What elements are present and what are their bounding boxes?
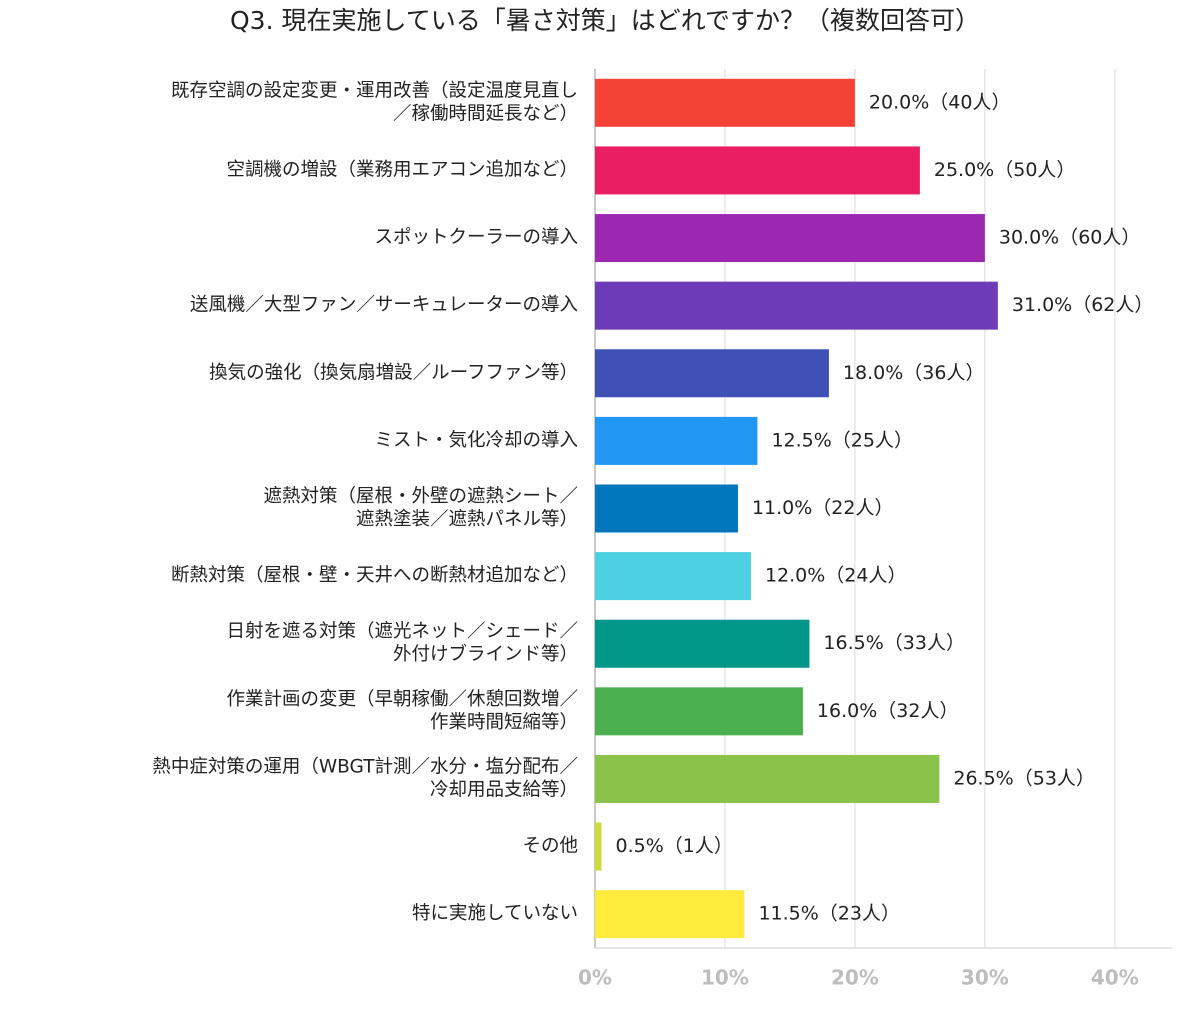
- value-label: 0.5%（1人）: [615, 835, 732, 857]
- y-tick-label: 特に実施していない: [412, 903, 578, 924]
- value-label: 11.5%（23人）: [758, 903, 900, 925]
- bar: [595, 619, 810, 668]
- y-tick-label: 換気の強化（換気扇増設／ルーフファン等）: [209, 362, 578, 383]
- bar: [595, 754, 940, 803]
- value-label: 20.0%（40人）: [869, 91, 1011, 113]
- x-tick-label: 0%: [578, 966, 612, 990]
- value-label: 16.0%（32人）: [817, 700, 959, 722]
- bar: [595, 416, 758, 465]
- bar: [595, 822, 602, 871]
- value-label: 30.0%（60人）: [999, 227, 1141, 249]
- bar: [595, 890, 745, 939]
- bar: [595, 146, 920, 195]
- bar: [595, 687, 803, 736]
- chart-title: Q3. 現在実施している「暑さ対策」はどれですか？（複数回答可）: [230, 6, 980, 35]
- bar: [595, 78, 855, 127]
- value-label: 25.0%（50人）: [934, 159, 1076, 181]
- y-tick-label: 空調機の増設（業務用エアコン追加など）: [226, 159, 578, 180]
- y-tick-label: 既存空調の設定変更・運用改善（設定温度見直し／稼働時間延長など）: [171, 80, 578, 124]
- value-label: 16.5%（33人）: [823, 632, 965, 654]
- value-label: 31.0%（62人）: [1012, 294, 1154, 316]
- value-label: 18.0%（36人）: [843, 362, 985, 384]
- value-label: 12.5%（25人）: [771, 429, 913, 451]
- value-label: 11.0%（22人）: [752, 497, 894, 519]
- x-tick-label: 40%: [1091, 966, 1139, 990]
- bar: [595, 349, 829, 398]
- y-tick-label: 日射を遮る対策（遮光ネット／シェード／外付けブラインド等）: [226, 621, 578, 665]
- bar: [595, 552, 751, 601]
- value-label: 26.5%（53人）: [953, 767, 1095, 789]
- y-tick-label: その他: [522, 836, 578, 857]
- bar: [595, 281, 998, 330]
- y-tick-label: スポットクーラーの導入: [374, 227, 578, 248]
- x-tick-label: 30%: [961, 966, 1009, 990]
- y-tick-label: 作業計画の変更（早朝稼働／休憩回数増／作業時間短縮等）: [226, 689, 578, 733]
- x-tick-label: 20%: [831, 966, 879, 990]
- bar: [595, 214, 985, 263]
- y-tick-label: 送風機／大型ファン／サーキュレーターの導入: [190, 295, 578, 316]
- y-tick-label: 断熱対策（屋根・壁・天井への断熱材追加など）: [171, 565, 578, 586]
- bar: [595, 484, 738, 533]
- y-tick-label: 熱中症対策の運用（WBGT計測／水分・塩分配布／冷却用品支給等）: [152, 756, 578, 800]
- x-tick-label: 10%: [701, 966, 749, 990]
- y-tick-label: 遮熱対策（屋根・外壁の遮熱シート／遮熱塗装／遮熱パネル等）: [263, 486, 578, 530]
- value-label: 12.0%（24人）: [765, 565, 907, 587]
- y-tick-label: ミスト・気化冷却の導入: [374, 430, 578, 451]
